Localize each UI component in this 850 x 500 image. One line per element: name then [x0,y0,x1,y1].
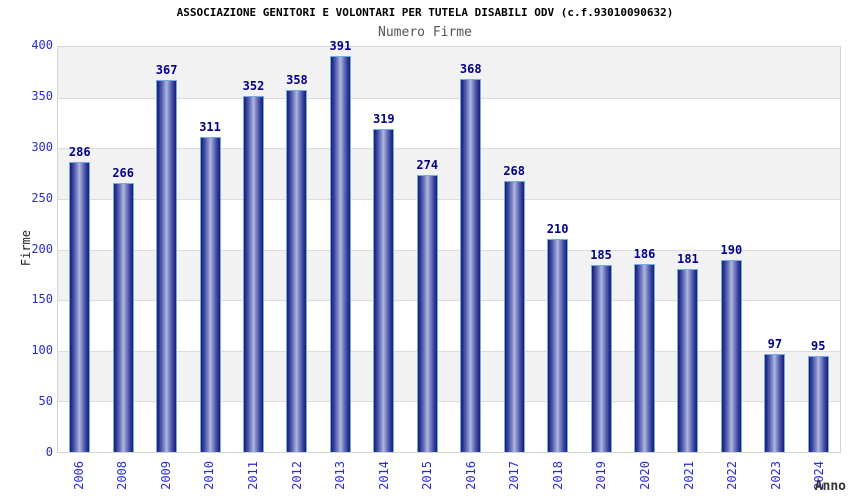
bar-value-label: 319 [372,112,395,127]
bar-2024 [807,355,829,452]
bar-value-label: 358 [286,72,308,87]
bar-value-label: 95 [811,338,826,353]
x-tick-label: 2006 [71,461,86,490]
plot-area: 286 266 367 311 352 358 391 319 274 368 268 210 185 1… [57,39,841,453]
x-tick-label: 2017 [507,461,522,490]
grid-band [58,148,840,199]
bar-value-label: 266 [112,165,134,180]
bar-value-label: 190 [720,242,743,257]
bar-2019 [590,264,612,452]
y-tick-label: 250 [31,190,53,205]
bar-2011 [243,95,264,452]
chart-title: ASSOCIAZIONE GENITORI E VOLONTARI PER TU… [176,6,674,19]
x-tick-label: 2015 [420,461,435,490]
grid-band [58,47,840,98]
bar-value-label: 181 [677,251,699,266]
bar-2008 [112,182,134,452]
x-tick-label: 2012 [289,461,304,490]
bar-value-label: 311 [199,120,221,135]
bar-2018 [547,239,569,452]
bar-2021 [677,268,699,452]
grid-band [58,401,840,452]
x-tick-label: 2022 [725,461,740,490]
bar-value-label: 210 [546,222,569,237]
grid-band [58,300,840,351]
y-tick-label: 200 [31,241,53,256]
bar-value-label: 352 [242,78,265,93]
bar-2009 [156,80,178,452]
x-tick-label: 2008 [115,461,130,490]
bar-value-label: 368 [459,62,482,77]
bar-2022 [720,259,742,452]
bar-2015 [416,174,438,452]
y-tick-label: 400 [31,38,53,52]
x-tick-label: 2016 [463,461,478,490]
bar-value-label: 391 [329,39,352,54]
bar-2016 [460,79,482,452]
bar-2020 [634,263,655,452]
y-tick-label: 0 [45,445,53,459]
bar-2012 [286,89,308,452]
bar-2014 [373,129,395,452]
bar-value-label: 286 [68,145,91,160]
bar-value-label: 274 [416,157,439,172]
x-tick-label: 2018 [550,461,565,490]
bar-value-label: 185 [590,247,612,262]
bar-2023 [764,353,786,452]
x-tick-label: 2010 [202,461,217,490]
bar-value-label: 367 [155,63,178,78]
y-tick-label: 50 [38,394,53,409]
grid-band [58,249,840,301]
bar-2017 [503,180,525,452]
y-tick-label: 150 [31,292,53,307]
x-tick-label: 2013 [333,461,348,490]
x-tick-label: 2023 [768,461,783,490]
x-tick-label: 2014 [376,461,391,490]
y-tick-label: 350 [31,88,53,103]
grid-band [58,350,840,402]
bar-2013 [329,56,351,452]
x-tick-label: 2021 [681,461,696,490]
y-tick-label: 300 [31,139,53,154]
grid-band [58,198,840,250]
bar-value-label: 268 [503,163,525,178]
x-tick-label: 2020 [638,461,652,490]
grid-band [58,97,840,149]
bar-value-label: 97 [767,336,783,351]
bar-2006 [69,162,91,452]
bar-2010 [199,137,221,452]
x-tick-label: 2009 [158,461,173,490]
chart-subtitle: Numero Firme [378,25,472,40]
y-tick-label: 100 [31,343,53,358]
x-axis-label: Anno [814,479,846,494]
x-tick-label: 2019 [594,461,609,490]
bar-value-label: 186 [633,246,656,261]
x-tick-label: 2011 [246,461,260,490]
